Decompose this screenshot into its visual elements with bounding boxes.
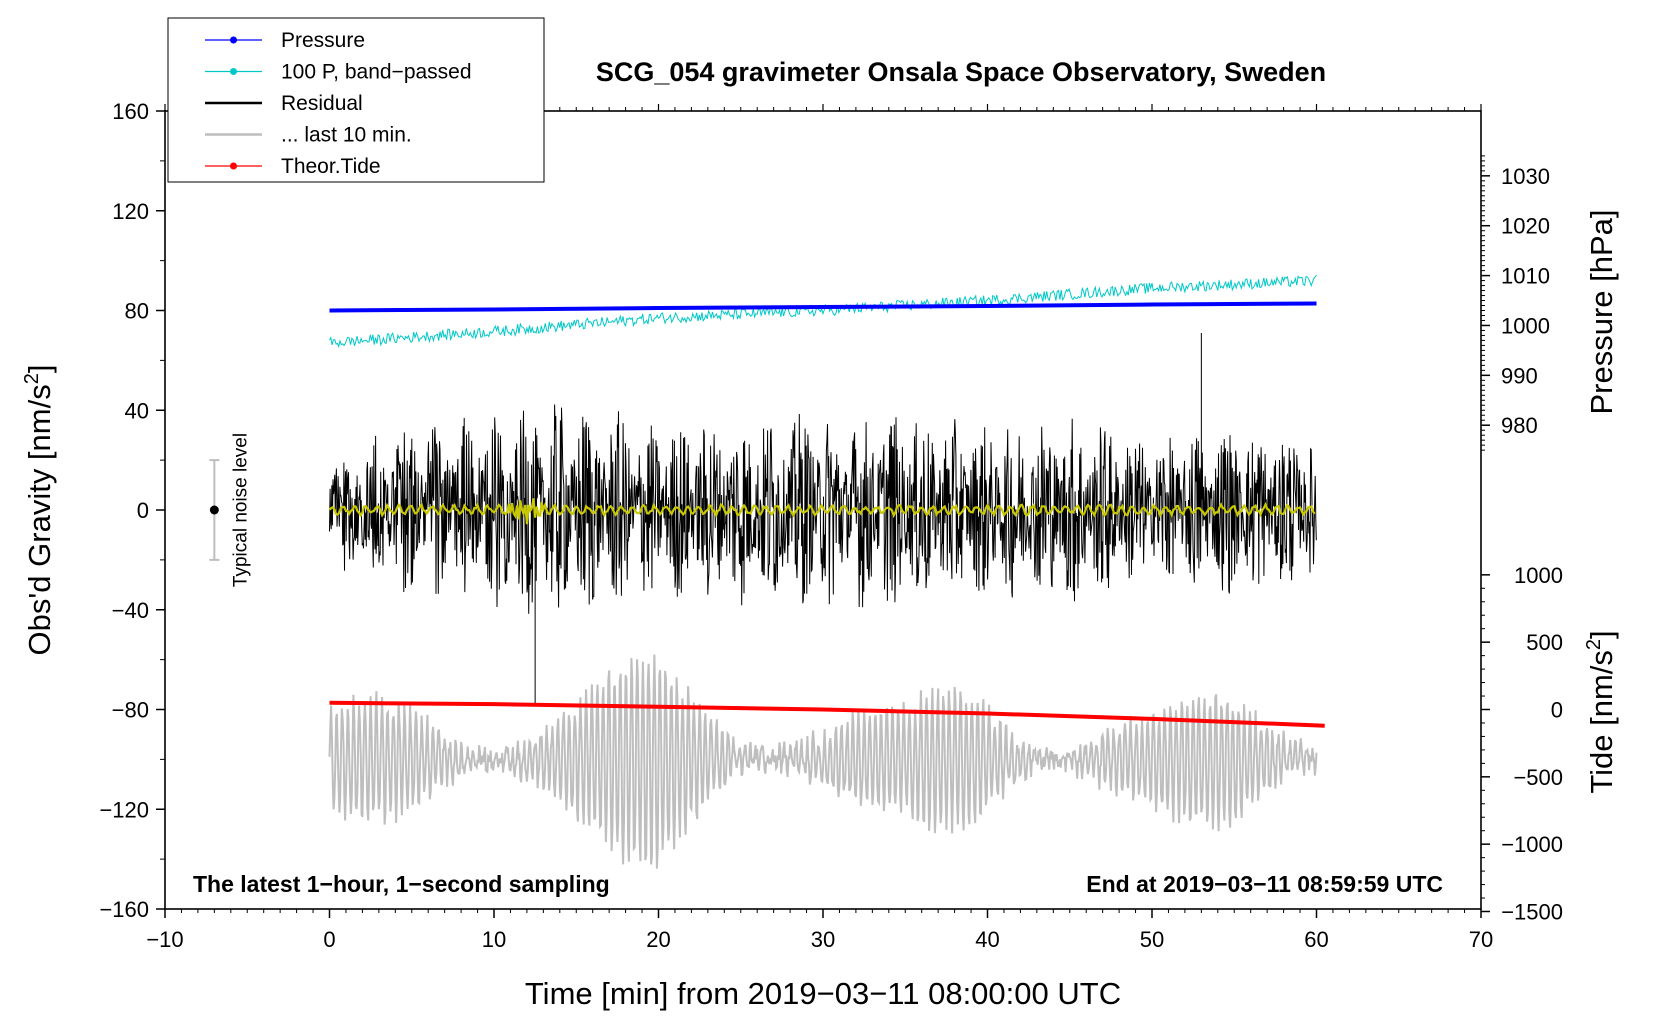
y-axis-title-tide-close: ] — [1584, 630, 1619, 639]
noise-point — [209, 505, 219, 515]
y-tick-label-left: 40 — [125, 398, 149, 423]
y-axis-title-left-close: ] — [22, 365, 57, 374]
y-axis-title-tide: Tide [nm/s2] — [1583, 630, 1619, 793]
legend-item: 100 P, band−passed — [205, 61, 472, 84]
series-band-passed-pressure — [329, 274, 1317, 349]
tide-tick-label: 0 — [1551, 698, 1563, 723]
tick-layer: −10 0 10 20 30 40 50 60 7016012080400−40−80−120−… — [99, 99, 1563, 952]
legend-swatch-marker — [230, 162, 237, 170]
series-last-10-min — [328, 654, 1318, 869]
noise-level-indicator: Typical noise level — [209, 433, 251, 587]
y-axis-title-pressure: Pressure [hPa] — [1584, 209, 1619, 414]
x-axis-title: Time [min] from 2019−03−11 08:00:00 UTC — [525, 976, 1121, 1011]
y-tick-label-left: 0 — [137, 498, 149, 523]
pressure-tick-label: 980 — [1501, 413, 1538, 438]
noise-level-label: Typical noise level — [230, 433, 251, 587]
legend-item: Residual — [205, 92, 363, 115]
legend-item: Theor.Tide — [205, 155, 381, 178]
legend-label: Pressure — [281, 29, 365, 52]
y-tick-label-left: −160 — [99, 897, 149, 922]
legend-item: ... last 10 min. — [205, 124, 412, 147]
y-axis-title-tide-sup: 2 — [1583, 639, 1605, 650]
y-tick-label-left: 160 — [112, 99, 149, 124]
x-tick-label: −10 — [146, 927, 183, 952]
x-tick-label: 10 — [482, 927, 506, 952]
series-pressure — [329, 301, 1317, 313]
pressure-tick-label: 1000 — [1501, 313, 1550, 338]
legend: Pressure 100 P, band−passed Residual ... la… — [167, 17, 545, 183]
y-tick-label-left: 80 — [125, 299, 149, 324]
tide-tick-label: −1000 — [1501, 832, 1563, 857]
x-tick-label: 20 — [646, 927, 670, 952]
y-axis-title-left-main: Obs'd Gravity [nm/s — [22, 384, 57, 655]
legend-swatch-marker — [230, 68, 237, 75]
y-tick-label-left: −120 — [99, 797, 149, 822]
legend-box — [167, 17, 545, 183]
x-tick-label: 50 — [1140, 927, 1164, 952]
legend-label: ... last 10 min. — [281, 124, 412, 147]
tide-tick-label: 1000 — [1514, 563, 1563, 588]
x-tick-label: 30 — [811, 927, 835, 952]
pressure-tick-label: 1030 — [1501, 164, 1550, 189]
series-filtered-residual — [328, 498, 1316, 525]
tide-tick-label: −500 — [1513, 765, 1563, 790]
tide-tick-label: 500 — [1526, 630, 1563, 655]
legend-label: Residual — [281, 92, 363, 115]
legend-swatch-marker — [230, 36, 237, 44]
y-axis-title-tide-main: Tide [nm/s — [1584, 650, 1619, 794]
tide-tick-label: −1500 — [1501, 899, 1563, 924]
pressure-tick-label: 990 — [1501, 363, 1538, 388]
y-tick-label-left: −40 — [112, 598, 149, 623]
pressure-tick-label: 1020 — [1501, 214, 1550, 239]
annotation-sampling: The latest 1−hour, 1−second sampling — [193, 871, 610, 897]
y-axis-title-left-sup: 2 — [21, 373, 43, 384]
pressure-tick-label: 1010 — [1501, 264, 1550, 289]
x-tick-label: 60 — [1304, 927, 1328, 952]
x-tick-label: 0 — [323, 927, 335, 952]
y-tick-label-left: −80 — [112, 698, 149, 723]
x-tick-label: 70 — [1469, 927, 1493, 952]
series-theoretical-tide — [329, 700, 1325, 728]
series-layer — [328, 274, 1325, 869]
annotation-end-time: End at 2019−03−11 08:59:59 UTC — [1086, 871, 1443, 897]
chart-title: SCG_054 gravimeter Onsala Space Observat… — [596, 57, 1326, 87]
series-residual — [329, 404, 1317, 614]
y-axis-title-left: Obs'd Gravity [nm/s2] — [21, 365, 57, 656]
y-tick-label-left: 120 — [112, 199, 149, 224]
x-tick-label: 40 — [975, 927, 999, 952]
legend-label: 100 P, band−passed — [281, 61, 472, 84]
legend-item: Pressure — [205, 29, 365, 52]
legend-label: Theor.Tide — [281, 155, 381, 178]
